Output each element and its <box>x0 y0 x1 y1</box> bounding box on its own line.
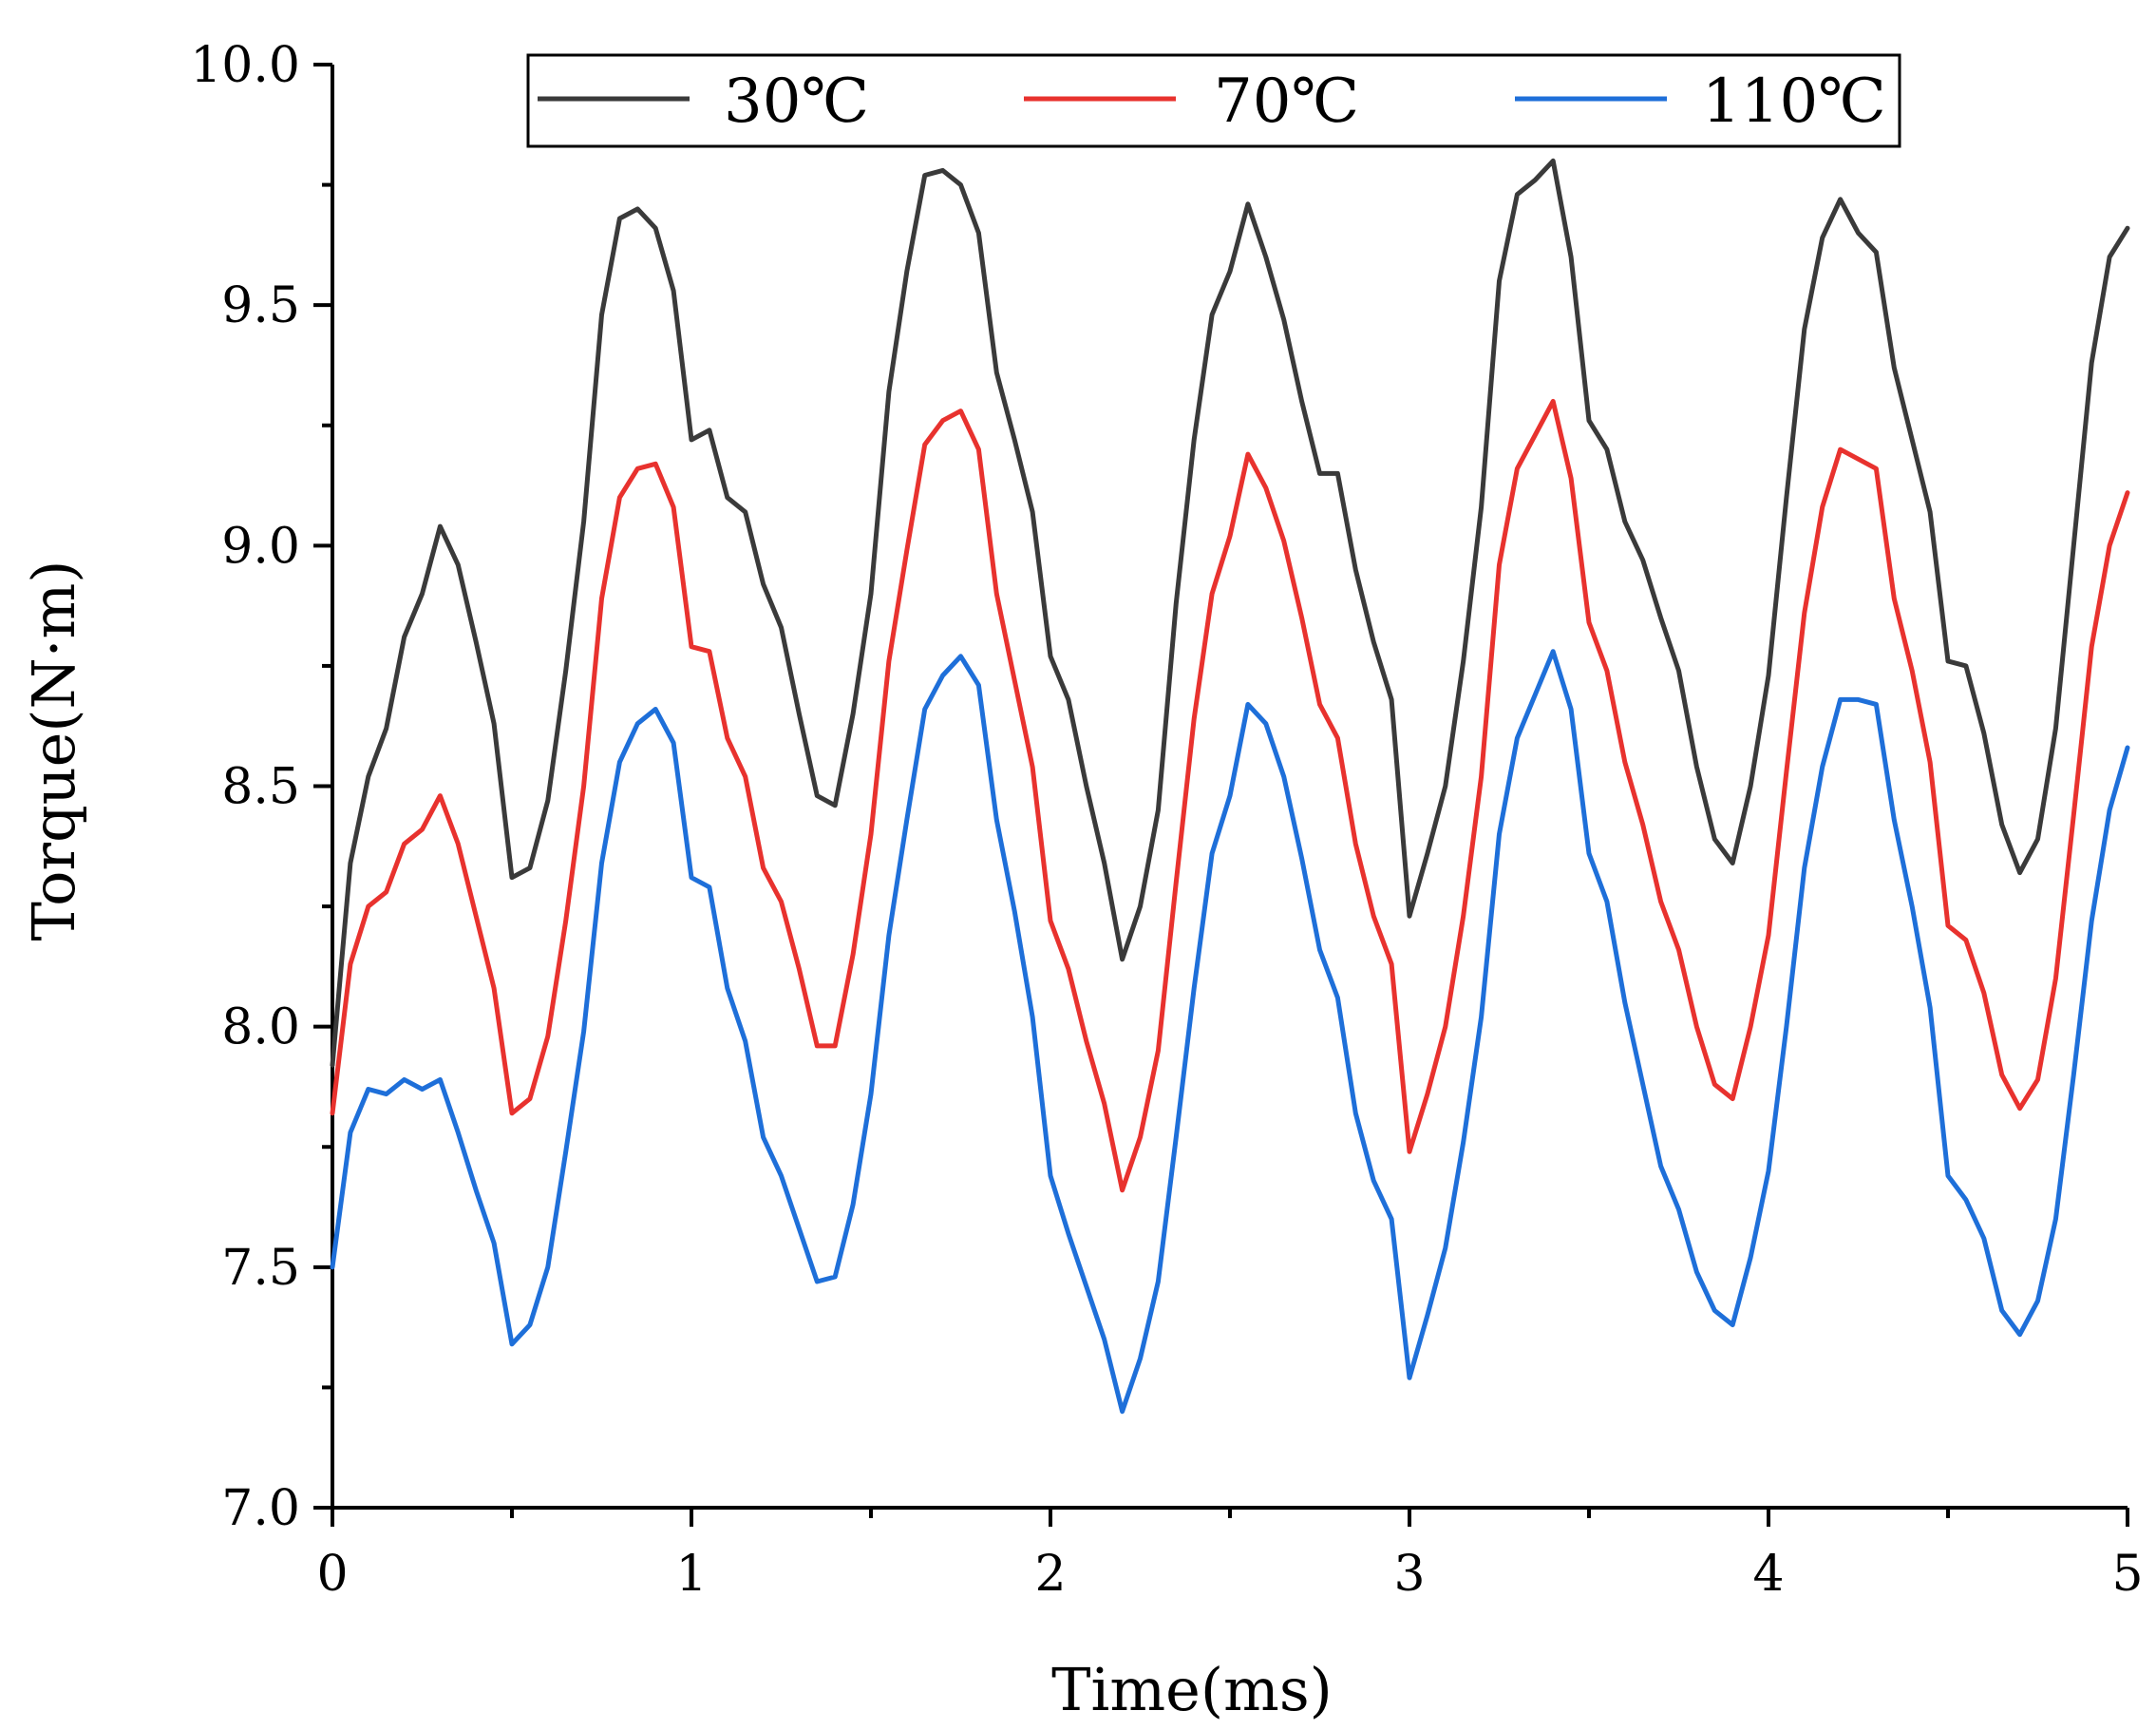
y-tick-label: 8.5 <box>221 759 300 816</box>
y-axis-title: Torque(N·m) <box>19 561 88 941</box>
x-tick-label: 5 <box>2111 1546 2143 1603</box>
x-tick-label: 0 <box>316 1546 348 1603</box>
y-tick-label: 8.0 <box>221 999 300 1056</box>
y-tick-label: 10.0 <box>190 37 300 94</box>
y-tick-label: 9.0 <box>221 518 300 575</box>
x-tick-label: 4 <box>1752 1546 1784 1603</box>
legend: 30℃ 70℃ 110℃ <box>526 53 1901 148</box>
legend-label-70c: 70℃ <box>1214 67 1359 137</box>
series-layer <box>330 158 2130 1415</box>
series-line-110c <box>330 649 2130 1415</box>
y-tick-label: 7.5 <box>221 1240 300 1297</box>
x-axis-title: Time(ms) <box>1051 1655 1333 1724</box>
y-tick-label: 9.5 <box>221 277 300 334</box>
series-line-70c <box>330 398 2130 1193</box>
x-tick-label: 3 <box>1393 1546 1425 1603</box>
x-tick-label: 1 <box>675 1546 707 1603</box>
ticks-layer: 7.0 7.5 8.0 8.5 9.0 9.5 10.0 0 1 2 3 4 5 <box>190 37 2143 1603</box>
x-tick-label: 2 <box>1034 1546 1066 1603</box>
series-line-30c <box>330 158 2130 1068</box>
legend-label-110c: 110℃ <box>1702 67 1886 137</box>
y-tick-label: 7.0 <box>221 1480 300 1537</box>
legend-label-30c: 30℃ <box>724 67 869 137</box>
legend-box <box>526 53 1901 148</box>
